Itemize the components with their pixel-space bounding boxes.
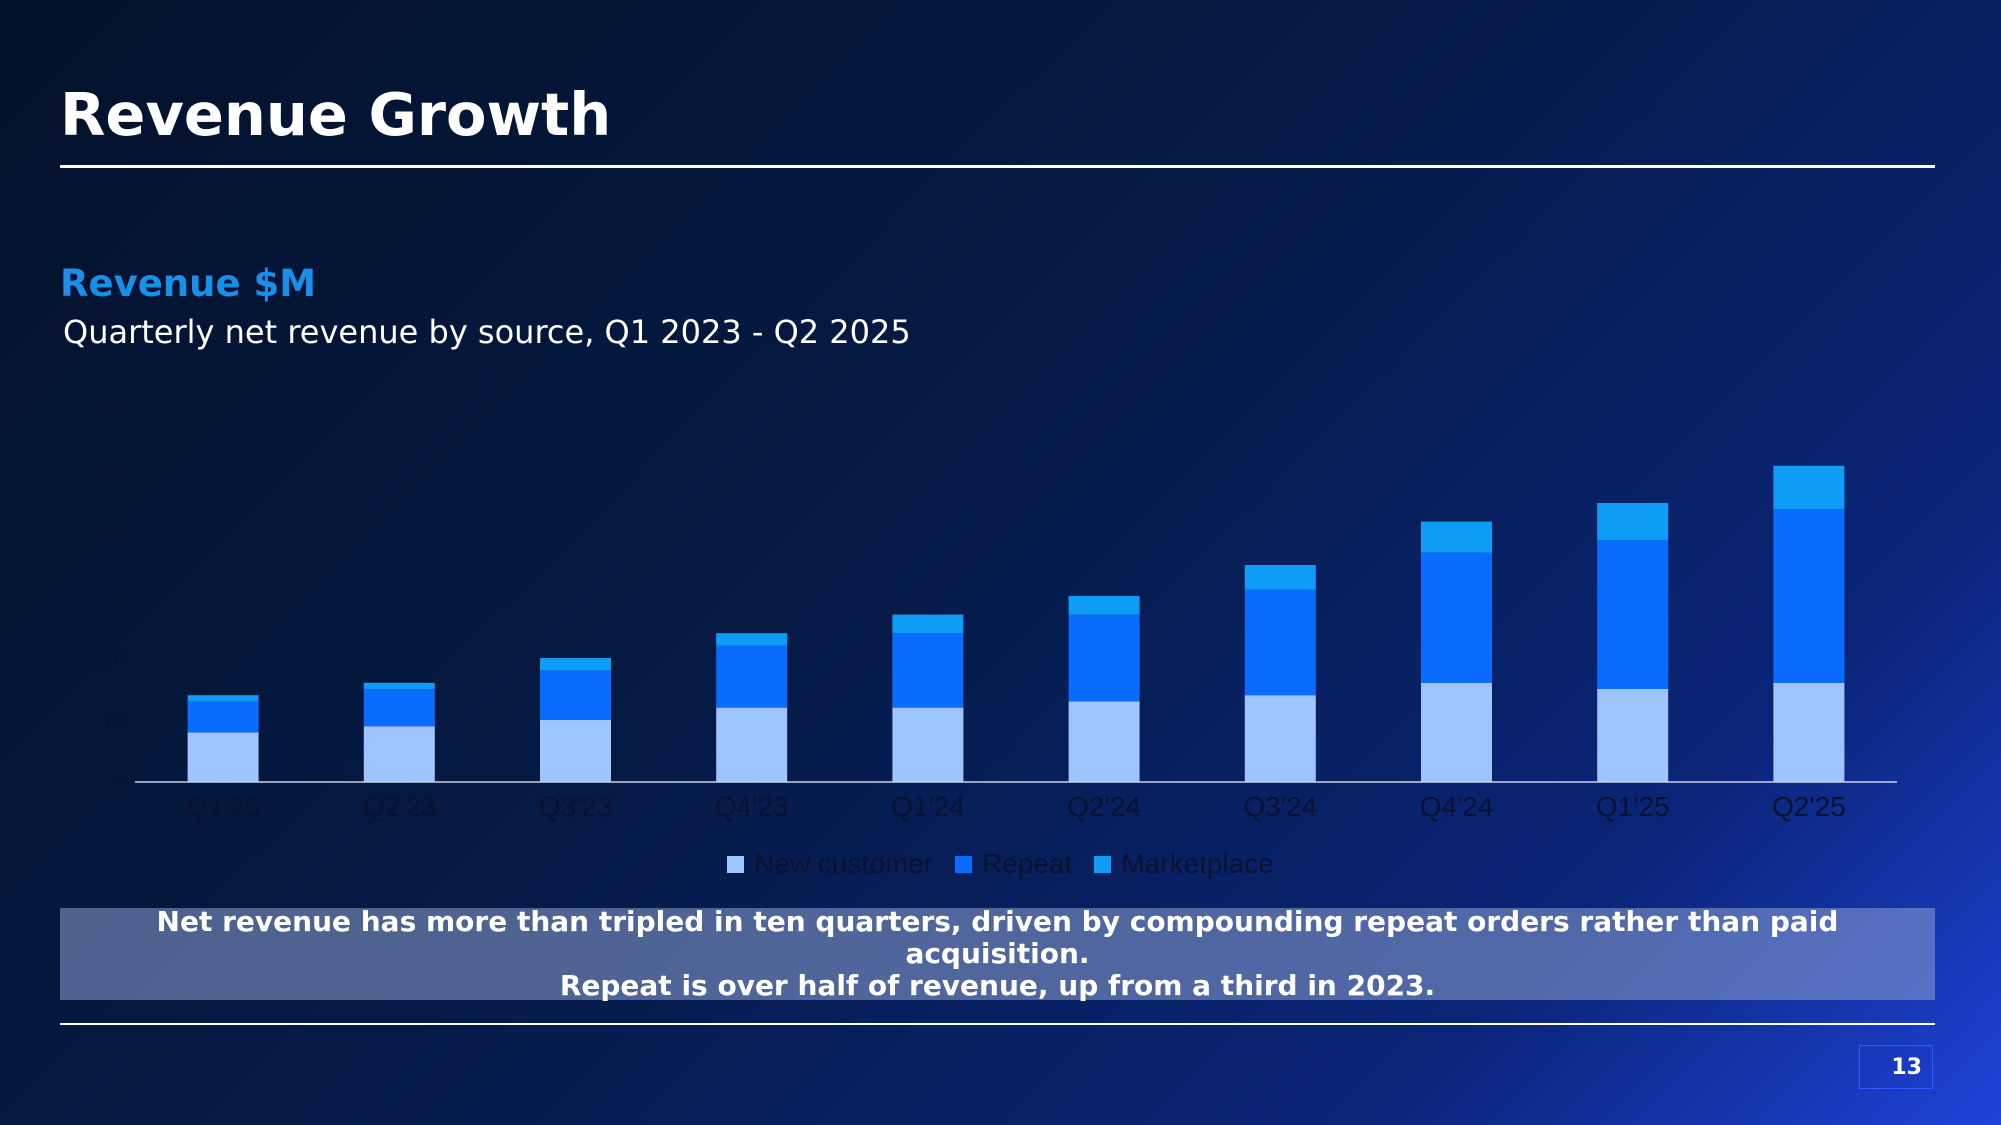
bar-segment-new-customer [1068,701,1140,782]
bar-segment-marketplace [1773,465,1845,510]
y-tick-label: 50 [100,459,128,487]
bar-segment-new-customer [1597,689,1669,782]
legend-item-new-customer: New customer [727,848,933,880]
bar-segment-marketplace [1068,596,1140,615]
legend-swatch-new-customer [727,855,745,873]
x-tick-label: Q1'24 [891,791,965,822]
bar-segment-repeat [892,633,964,708]
slide-title: Revenue Growth [60,80,612,149]
bar-segment-repeat [1421,552,1492,683]
bar-segment-marketplace [892,614,964,634]
legend-item-repeat: Repeat [955,848,1072,880]
bar-segment-marketplace [187,695,259,702]
bar-segment-new-customer [1773,682,1845,782]
legend-item-marketplace: Marketplace [1094,848,1274,880]
bar-segment-repeat [716,645,788,708]
callout-line-1: Net revenue has more than tripled in ten… [156,905,1839,970]
x-tick-label: Q3'23 [539,791,613,822]
bar-segment-repeat [363,689,435,727]
page-number: 13 [1859,1045,1933,1089]
footer-divider [60,1023,1935,1025]
bar-segment-new-customer [540,720,611,782]
x-tick-label: Q1'25 [1596,791,1670,822]
legend-label-new-customer: New customer [754,848,934,879]
bar-segment-repeat [1597,540,1669,689]
title-divider [60,165,1935,168]
chart-title: Revenue $M [60,262,317,305]
y-tick-label: 40 [100,521,128,549]
bar-segment-new-customer [1244,695,1316,782]
x-tick-label: Q2'25 [1772,791,1846,822]
bar-segment-new-customer [1421,682,1492,782]
bar-segment-repeat [187,701,259,733]
bar-segment-marketplace [540,658,611,671]
bar-segment-marketplace [1244,565,1316,590]
y-tick-label: 20 [100,645,128,673]
chart-legend: New customer Repeat Marketplace [0,848,2001,880]
x-tick-label: Q2'23 [362,791,436,822]
bar-segment-repeat [1773,509,1845,683]
bar-segment-marketplace [363,682,435,689]
legend-label-marketplace: Marketplace [1121,848,1274,879]
stacked-bar-chart: 0 10 20 30 40 50 60 Q1'23 Q2'23 Q3'23 Q4'23 Q1'24 Q… [100,397,1897,822]
bar-segment-marketplace [1597,503,1669,541]
insight-callout: Net revenue has more than tripled in ten… [60,905,1935,1002]
chart-subtitle: Quarterly net revenue by source, Q1 2023… [63,313,911,351]
bar-segment-marketplace [1421,521,1492,553]
x-tick-label: Q2'24 [1067,791,1141,822]
bar-segment-marketplace [716,633,788,646]
bar-segment-new-customer [363,726,435,782]
bar-segment-repeat [1068,614,1140,702]
bar-segment-new-customer [892,707,964,782]
y-tick-label: 10 [100,707,128,735]
x-tick-label: Q1'23 [186,791,260,822]
callout-line-2: Repeat is over half of revenue, up from … [559,969,1436,1002]
x-tick-label: Q4'24 [1420,791,1494,822]
bar-segment-repeat [540,670,611,720]
legend-label-repeat: Repeat [982,848,1073,879]
bar-segment-new-customer [716,707,788,782]
y-tick-label: 0 [114,769,128,797]
y-tick-label: 30 [100,583,128,611]
bar-segment-repeat [1244,589,1316,696]
y-tick-label: 60 [100,397,128,425]
legend-swatch-marketplace [1094,855,1112,873]
legend-swatch-repeat [955,855,973,873]
bar-segment-new-customer [187,732,259,782]
x-tick-label: Q4'23 [715,791,789,822]
x-tick-label: Q3'24 [1243,791,1317,822]
